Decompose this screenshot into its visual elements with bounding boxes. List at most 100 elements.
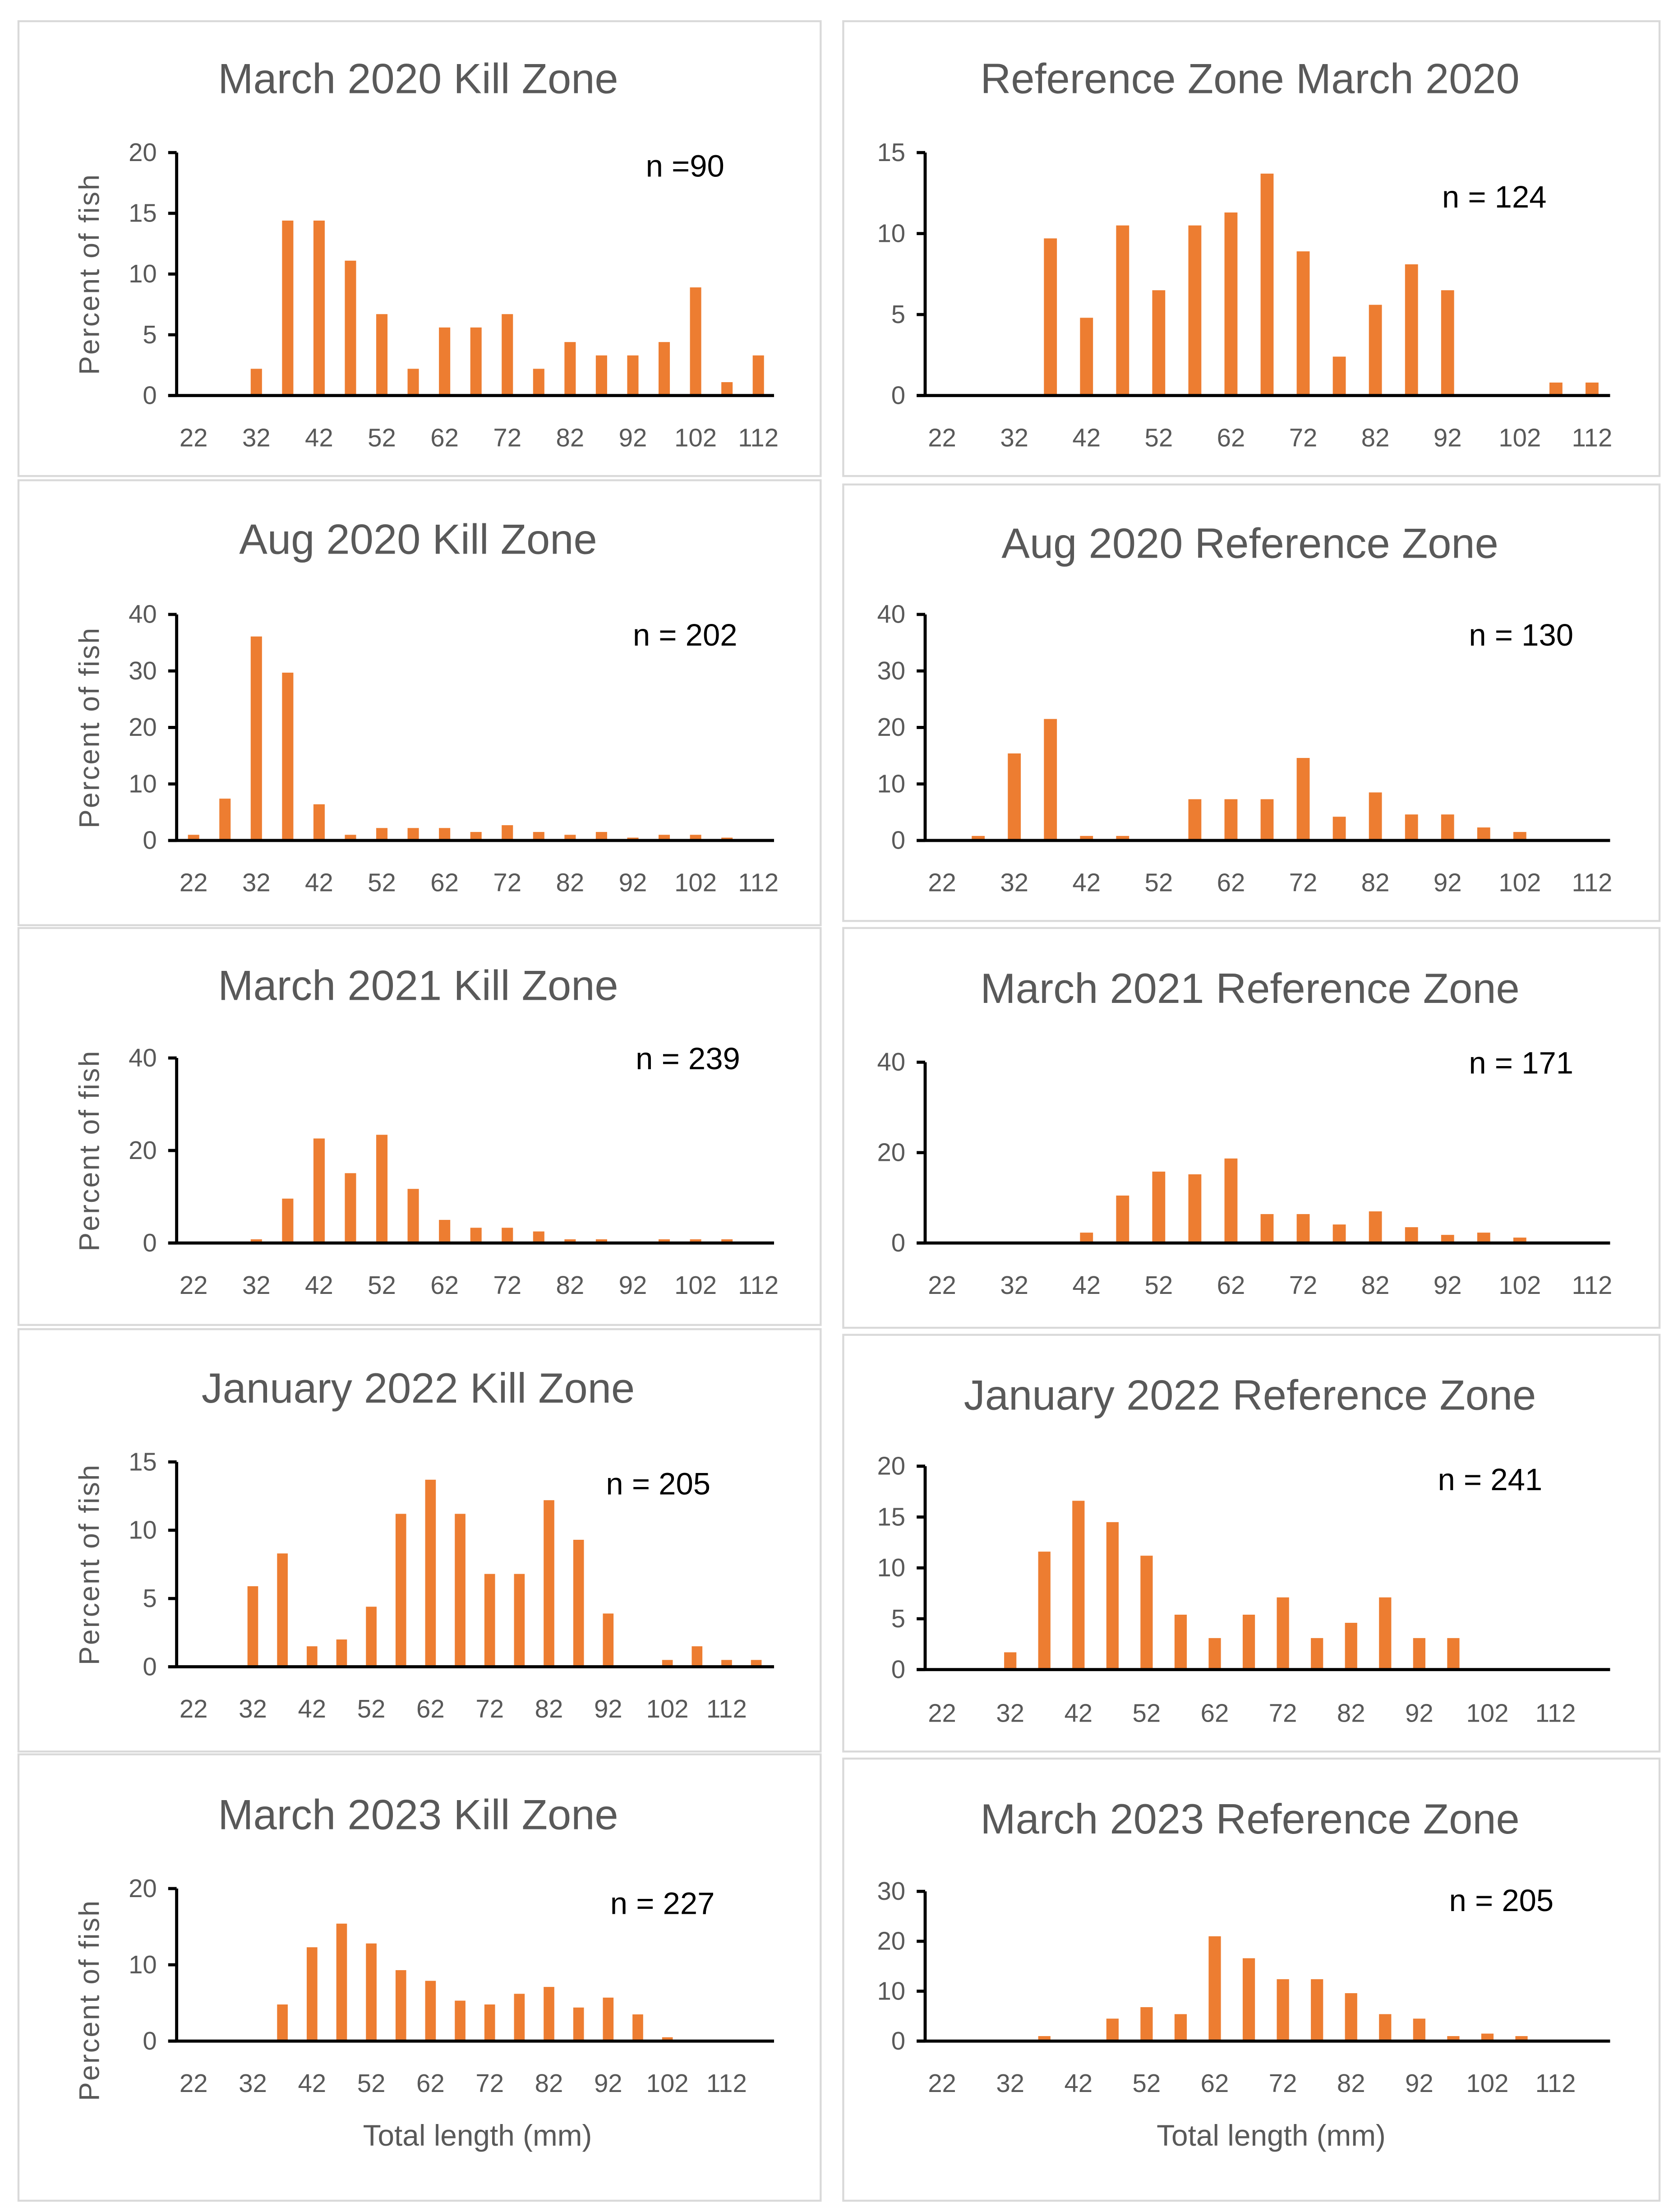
bar-47 xyxy=(1116,836,1129,840)
bar-72 xyxy=(1296,1214,1310,1243)
bar-47 xyxy=(345,1173,356,1243)
bar-47 xyxy=(336,1923,347,2041)
x-tick-label: 62 xyxy=(430,868,459,897)
chart-title: Reference Zone March 2020 xyxy=(980,55,1519,102)
bar-62 xyxy=(1224,799,1238,840)
bar-77 xyxy=(1332,356,1346,396)
x-tick-label: 62 xyxy=(430,423,459,452)
bar-72 xyxy=(1296,758,1310,840)
bar-82 xyxy=(544,1987,554,2041)
bar-82 xyxy=(1369,305,1382,396)
x-tick-label: 52 xyxy=(1145,1271,1173,1299)
x-tick-label: 112 xyxy=(1572,868,1613,897)
x-tick-label: 112 xyxy=(1572,1271,1613,1299)
bar-112 xyxy=(721,1660,732,1667)
x-tick-label: 112 xyxy=(738,1271,779,1299)
chart-title: Aug 2020 Reference Zone xyxy=(1001,520,1498,567)
bar-102 xyxy=(662,1660,673,1667)
x-tick-label: 62 xyxy=(430,1271,459,1299)
bar-57 xyxy=(1188,225,1202,396)
x-tick-label: 32 xyxy=(996,2069,1024,2097)
bar-62 xyxy=(1224,1158,1238,1243)
x-tick-label: 62 xyxy=(416,1695,445,1723)
panel-border xyxy=(17,1328,822,1753)
x-tick-label: 52 xyxy=(368,1271,396,1299)
y-tick-label: 10 xyxy=(877,1553,905,1582)
panel-border xyxy=(842,1334,1661,1753)
bar-62 xyxy=(425,1479,436,1667)
bar-37 xyxy=(277,1553,288,1667)
bar-57 xyxy=(1174,1615,1187,1670)
bar-32 xyxy=(250,369,262,396)
x-axis-label: Total length (mm) xyxy=(363,2119,592,2152)
chart-panel: Aug 2020 Reference Zone n = 130 0 10 20 30 40 2… xyxy=(842,483,1661,922)
chart-title: January 2022 Kill Zone xyxy=(202,1364,635,1412)
x-tick-label: 62 xyxy=(1217,1271,1245,1299)
x-tick-label: 92 xyxy=(594,2069,622,2097)
bar-57 xyxy=(1188,799,1202,840)
x-tick-label: 82 xyxy=(556,423,585,452)
x-tick-label: 92 xyxy=(1434,423,1462,452)
bar-102 xyxy=(1481,2033,1494,2041)
chart-panel: January 2022 Reference Zone n = 241 0 5 10 15… xyxy=(842,1334,1661,1753)
bar-57 xyxy=(395,1970,406,2041)
bar-92 xyxy=(1441,290,1454,396)
x-tick-label: 72 xyxy=(493,423,521,452)
bar-57 xyxy=(407,1189,419,1243)
chart-title: March 2023 Kill Zone xyxy=(218,1791,618,1838)
y-tick-label: 20 xyxy=(877,713,905,741)
x-tick-label: 32 xyxy=(242,1271,271,1299)
x-tick-label: 42 xyxy=(1072,1271,1101,1299)
x-tick-label: 112 xyxy=(706,2069,747,2097)
bar-77 xyxy=(1332,817,1346,840)
bar-77 xyxy=(533,832,544,840)
x-tick-label: 72 xyxy=(1289,423,1318,452)
bar-57 xyxy=(407,369,419,396)
bar-72 xyxy=(502,314,513,396)
x-tick-label: 82 xyxy=(1361,423,1390,452)
panel-border xyxy=(842,483,1661,922)
y-tick-label: 15 xyxy=(129,1447,157,1476)
bar-42 xyxy=(1072,1501,1085,1670)
y-tick-label: 20 xyxy=(129,1874,157,1903)
y-tick-label: 10 xyxy=(129,259,157,288)
panel-border xyxy=(17,20,822,477)
y-tick-label: 0 xyxy=(891,1655,905,1684)
bar-107 xyxy=(1515,2036,1528,2041)
y-tick-label: 5 xyxy=(891,1604,905,1633)
x-tick-label: 32 xyxy=(239,2069,267,2097)
bar-42 xyxy=(313,220,325,396)
bar-97 xyxy=(632,2014,643,2041)
x-tick-label: 22 xyxy=(180,1695,208,1723)
y-axis-label: Percent of fish xyxy=(74,1050,105,1251)
x-tick-label: 42 xyxy=(305,423,333,452)
x-tick-label: 22 xyxy=(180,423,208,452)
bar-67 xyxy=(1242,1615,1255,1670)
bar-92 xyxy=(603,1613,614,1667)
bar-52 xyxy=(1140,1556,1153,1670)
bar-67 xyxy=(455,2000,466,2041)
bar-77 xyxy=(533,369,544,396)
x-tick-label: 82 xyxy=(535,2069,563,2097)
sample-size-label: n = 171 xyxy=(1469,1045,1573,1080)
bar-92 xyxy=(1441,1235,1454,1243)
x-tick-label: 52 xyxy=(1145,868,1173,897)
x-tick-label: 92 xyxy=(594,1695,622,1723)
bar-82 xyxy=(1345,1623,1357,1670)
bar-82 xyxy=(1345,1993,1357,2041)
bar-37 xyxy=(282,1198,294,1243)
x-tick-label: 72 xyxy=(475,2069,504,2097)
bar-82 xyxy=(564,342,576,396)
x-tick-label: 72 xyxy=(493,1271,521,1299)
x-tick-label: 82 xyxy=(556,868,585,897)
bar-32 xyxy=(1004,1652,1017,1670)
panel-border xyxy=(842,20,1661,477)
bar-57 xyxy=(407,828,419,840)
x-tick-label: 52 xyxy=(368,868,396,897)
bar-92 xyxy=(1441,814,1454,840)
bar-42 xyxy=(1080,318,1093,396)
bar-42 xyxy=(1080,1233,1093,1243)
y-tick-label: 10 xyxy=(129,769,157,798)
x-tick-label: 32 xyxy=(242,868,271,897)
